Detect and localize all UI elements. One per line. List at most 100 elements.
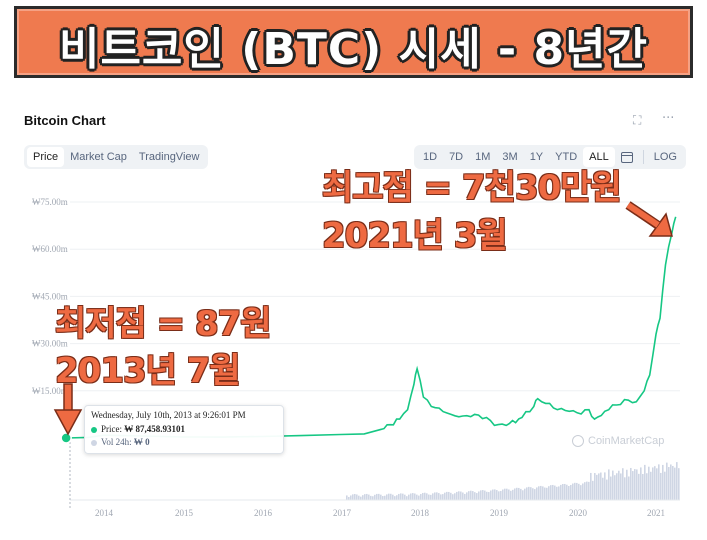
volume-bar	[508, 489, 510, 500]
volume-bar	[454, 493, 456, 500]
volume-bar	[476, 493, 478, 500]
tab-tradingview[interactable]: TradingView	[138, 151, 200, 163]
volume-bar	[350, 495, 352, 500]
volume-bar	[500, 490, 502, 500]
volume-bar	[630, 467, 632, 500]
volume-bar	[484, 490, 486, 500]
volume-bar	[648, 466, 650, 500]
volume-bar	[474, 492, 476, 500]
volume-bar	[626, 469, 628, 500]
volume-bar	[580, 485, 582, 500]
volume-bar	[384, 495, 386, 500]
chart-title: Bitcoin Chart	[24, 113, 106, 128]
volume-bar	[510, 490, 512, 500]
range-3m[interactable]: 3M	[502, 151, 518, 163]
volume-bar	[462, 492, 464, 500]
volume-bar	[504, 488, 506, 500]
volume-bar	[434, 492, 436, 500]
volume-bar	[556, 486, 558, 500]
volume-bar	[538, 486, 540, 500]
volume-bar	[480, 490, 482, 500]
volume-bar	[668, 467, 670, 500]
calendar-icon[interactable]	[620, 151, 633, 163]
high-arrow	[625, 201, 673, 237]
low-annotation-line2: 2013년 7월	[55, 351, 241, 391]
volume-bar	[360, 496, 362, 500]
volume-bar	[636, 469, 638, 500]
volume-bar	[672, 465, 674, 500]
volume-bar	[674, 467, 676, 500]
fullscreen-icon[interactable]: ⛶	[633, 113, 642, 127]
volume-bar	[552, 484, 554, 500]
range-7d[interactable]: 7D	[449, 151, 464, 163]
volume-bar	[426, 493, 428, 500]
time-range-selector: 1D 7D 1M 3M 1Y YTD ALL LOG	[414, 145, 686, 169]
tab-market-cap[interactable]: Market Cap	[70, 151, 127, 163]
hover-point	[60, 432, 72, 444]
log-toggle[interactable]: LOG	[653, 151, 677, 163]
volume-bar	[670, 464, 672, 500]
y-tick-label: ₩60.00m	[32, 244, 68, 254]
range-all[interactable]: ALL	[583, 147, 615, 167]
volume-bar	[394, 496, 396, 500]
volume-bar	[666, 462, 668, 500]
x-tick-label: 2015	[175, 508, 194, 518]
volume-bar	[612, 470, 614, 500]
volume-bar	[464, 493, 466, 500]
tab-price[interactable]: Price	[27, 147, 65, 167]
volume-bar	[588, 481, 590, 500]
x-tick-label: 2021	[647, 508, 665, 518]
volume-bar	[512, 489, 514, 500]
volume-bar	[650, 471, 652, 500]
volume-bar	[594, 473, 596, 500]
volume-bar	[400, 493, 402, 500]
volume-bar	[576, 482, 578, 500]
volume-bar	[378, 493, 380, 500]
volume-bar	[644, 464, 646, 500]
volume-bar	[366, 493, 368, 500]
volume-bar	[540, 485, 542, 500]
range-1d[interactable]: 1D	[423, 151, 438, 163]
tooltip-vol-row: Vol 24h: ₩ 0	[91, 437, 150, 447]
volume-bar	[524, 488, 526, 500]
volume-bar	[514, 488, 516, 500]
high-annotation-line2: 2021년 3월	[322, 216, 508, 256]
volume-bar	[676, 462, 678, 500]
volume-bar	[526, 487, 528, 500]
volume-bar	[458, 491, 460, 500]
volume-bar	[430, 494, 432, 500]
y-tick-label: ₩15.00m	[32, 386, 68, 396]
tooltip-price-label: Price:	[101, 424, 122, 434]
volume-bar	[494, 489, 496, 500]
volume-bar	[416, 494, 418, 500]
volume-bar	[424, 492, 426, 500]
volume-bar	[678, 468, 680, 500]
volume-bar	[572, 483, 574, 500]
volume-bar	[548, 486, 550, 500]
volume-bar	[456, 491, 458, 500]
banner-title: 비트코인 (BTC) 시세 - 8년간	[58, 24, 649, 75]
tooltip-price-value: ₩ 87,458.93101	[124, 424, 185, 434]
volume-bar	[534, 489, 536, 500]
range-1m[interactable]: 1M	[475, 151, 491, 163]
volume-bar	[582, 483, 584, 500]
range-1y[interactable]: 1Y	[529, 151, 544, 163]
volume-bar	[364, 494, 366, 500]
volume-bar	[392, 494, 394, 500]
title-banner: 비트코인 (BTC) 시세 - 8년간	[14, 6, 693, 78]
volume-bar	[522, 490, 524, 500]
volume-bar	[370, 495, 372, 500]
volume-bar	[618, 470, 620, 500]
volume-bar	[570, 484, 572, 500]
volume-bar	[482, 490, 484, 500]
volume-bar	[550, 485, 552, 500]
volume-bar	[348, 496, 350, 500]
tooltip-price-row: Price: ₩ 87,458.93101	[91, 424, 185, 434]
volume-bar	[428, 494, 430, 500]
volume-bar	[516, 487, 518, 500]
more-icon[interactable]: ···	[662, 111, 675, 126]
range-ytd[interactable]: YTD	[555, 151, 578, 163]
volume-bar	[628, 476, 630, 500]
volume-bar	[496, 490, 498, 500]
volume-bar	[642, 474, 644, 500]
